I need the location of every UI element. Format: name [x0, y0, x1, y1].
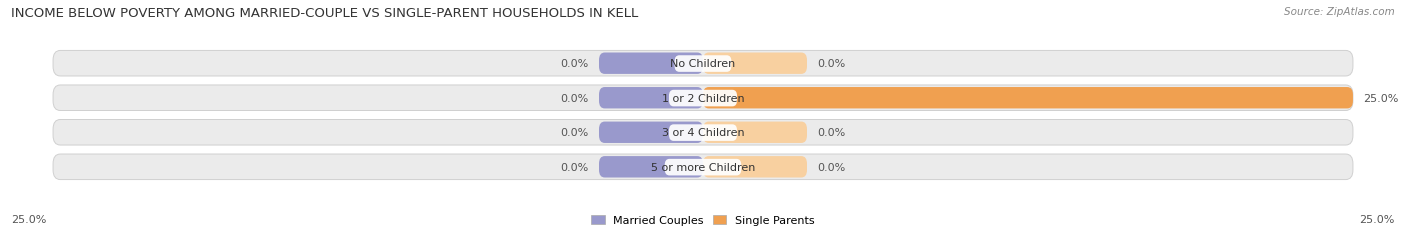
FancyBboxPatch shape — [669, 125, 737, 141]
Text: 0.0%: 0.0% — [561, 93, 589, 103]
FancyBboxPatch shape — [669, 90, 737, 107]
Text: 1 or 2 Children: 1 or 2 Children — [662, 93, 744, 103]
Text: Source: ZipAtlas.com: Source: ZipAtlas.com — [1284, 7, 1395, 17]
Text: No Children: No Children — [671, 59, 735, 69]
Text: 0.0%: 0.0% — [561, 128, 589, 138]
FancyBboxPatch shape — [665, 159, 741, 176]
Text: 3 or 4 Children: 3 or 4 Children — [662, 128, 744, 138]
Text: INCOME BELOW POVERTY AMONG MARRIED-COUPLE VS SINGLE-PARENT HOUSEHOLDS IN KELL: INCOME BELOW POVERTY AMONG MARRIED-COUPL… — [11, 7, 638, 20]
Text: 0.0%: 0.0% — [817, 162, 845, 172]
Legend: Married Couples, Single Parents: Married Couples, Single Parents — [592, 215, 814, 225]
FancyBboxPatch shape — [599, 88, 703, 109]
FancyBboxPatch shape — [53, 154, 1353, 180]
FancyBboxPatch shape — [599, 53, 703, 75]
FancyBboxPatch shape — [599, 122, 703, 143]
FancyBboxPatch shape — [675, 56, 731, 73]
Text: 5 or more Children: 5 or more Children — [651, 162, 755, 172]
FancyBboxPatch shape — [703, 156, 807, 178]
FancyBboxPatch shape — [53, 86, 1353, 111]
FancyBboxPatch shape — [53, 51, 1353, 77]
FancyBboxPatch shape — [53, 120, 1353, 145]
FancyBboxPatch shape — [703, 53, 807, 75]
Text: 0.0%: 0.0% — [817, 128, 845, 138]
Text: 0.0%: 0.0% — [817, 59, 845, 69]
FancyBboxPatch shape — [703, 88, 1353, 109]
FancyBboxPatch shape — [703, 122, 807, 143]
Text: 25.0%: 25.0% — [11, 214, 46, 224]
Text: 25.0%: 25.0% — [1360, 214, 1395, 224]
Text: 0.0%: 0.0% — [561, 162, 589, 172]
Text: 0.0%: 0.0% — [561, 59, 589, 69]
FancyBboxPatch shape — [599, 156, 703, 178]
Text: 25.0%: 25.0% — [1364, 93, 1399, 103]
